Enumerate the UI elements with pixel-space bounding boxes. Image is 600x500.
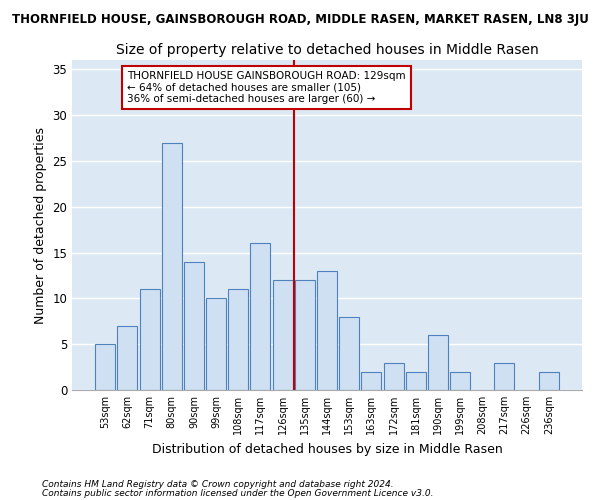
Bar — [383, 362, 404, 390]
Bar — [118, 326, 137, 390]
X-axis label: Distribution of detached houses by size in Middle Rasen: Distribution of detached houses by size … — [152, 442, 502, 456]
Bar — [228, 289, 248, 390]
Title: Size of property relative to detached houses in Middle Rasen: Size of property relative to detached ho… — [116, 44, 538, 58]
Bar — [406, 372, 426, 390]
Text: THORNFIELD HOUSE GAINSBOROUGH ROAD: 129sqm
← 64% of detached houses are smaller : THORNFIELD HOUSE GAINSBOROUGH ROAD: 129s… — [127, 71, 406, 104]
Bar — [162, 142, 182, 390]
Bar — [428, 335, 448, 390]
Bar — [539, 372, 559, 390]
Bar — [317, 271, 337, 390]
Bar — [361, 372, 382, 390]
Bar — [494, 362, 514, 390]
Text: Contains public sector information licensed under the Open Government Licence v3: Contains public sector information licen… — [42, 488, 433, 498]
Bar — [272, 280, 293, 390]
Bar — [339, 316, 359, 390]
Bar — [140, 289, 160, 390]
Text: Contains HM Land Registry data © Crown copyright and database right 2024.: Contains HM Land Registry data © Crown c… — [42, 480, 394, 489]
Bar — [206, 298, 226, 390]
Bar — [250, 244, 271, 390]
Bar — [295, 280, 315, 390]
Bar — [184, 262, 204, 390]
Y-axis label: Number of detached properties: Number of detached properties — [34, 126, 47, 324]
Bar — [95, 344, 115, 390]
Text: THORNFIELD HOUSE, GAINSBOROUGH ROAD, MIDDLE RASEN, MARKET RASEN, LN8 3JU: THORNFIELD HOUSE, GAINSBOROUGH ROAD, MID… — [11, 12, 589, 26]
Bar — [450, 372, 470, 390]
